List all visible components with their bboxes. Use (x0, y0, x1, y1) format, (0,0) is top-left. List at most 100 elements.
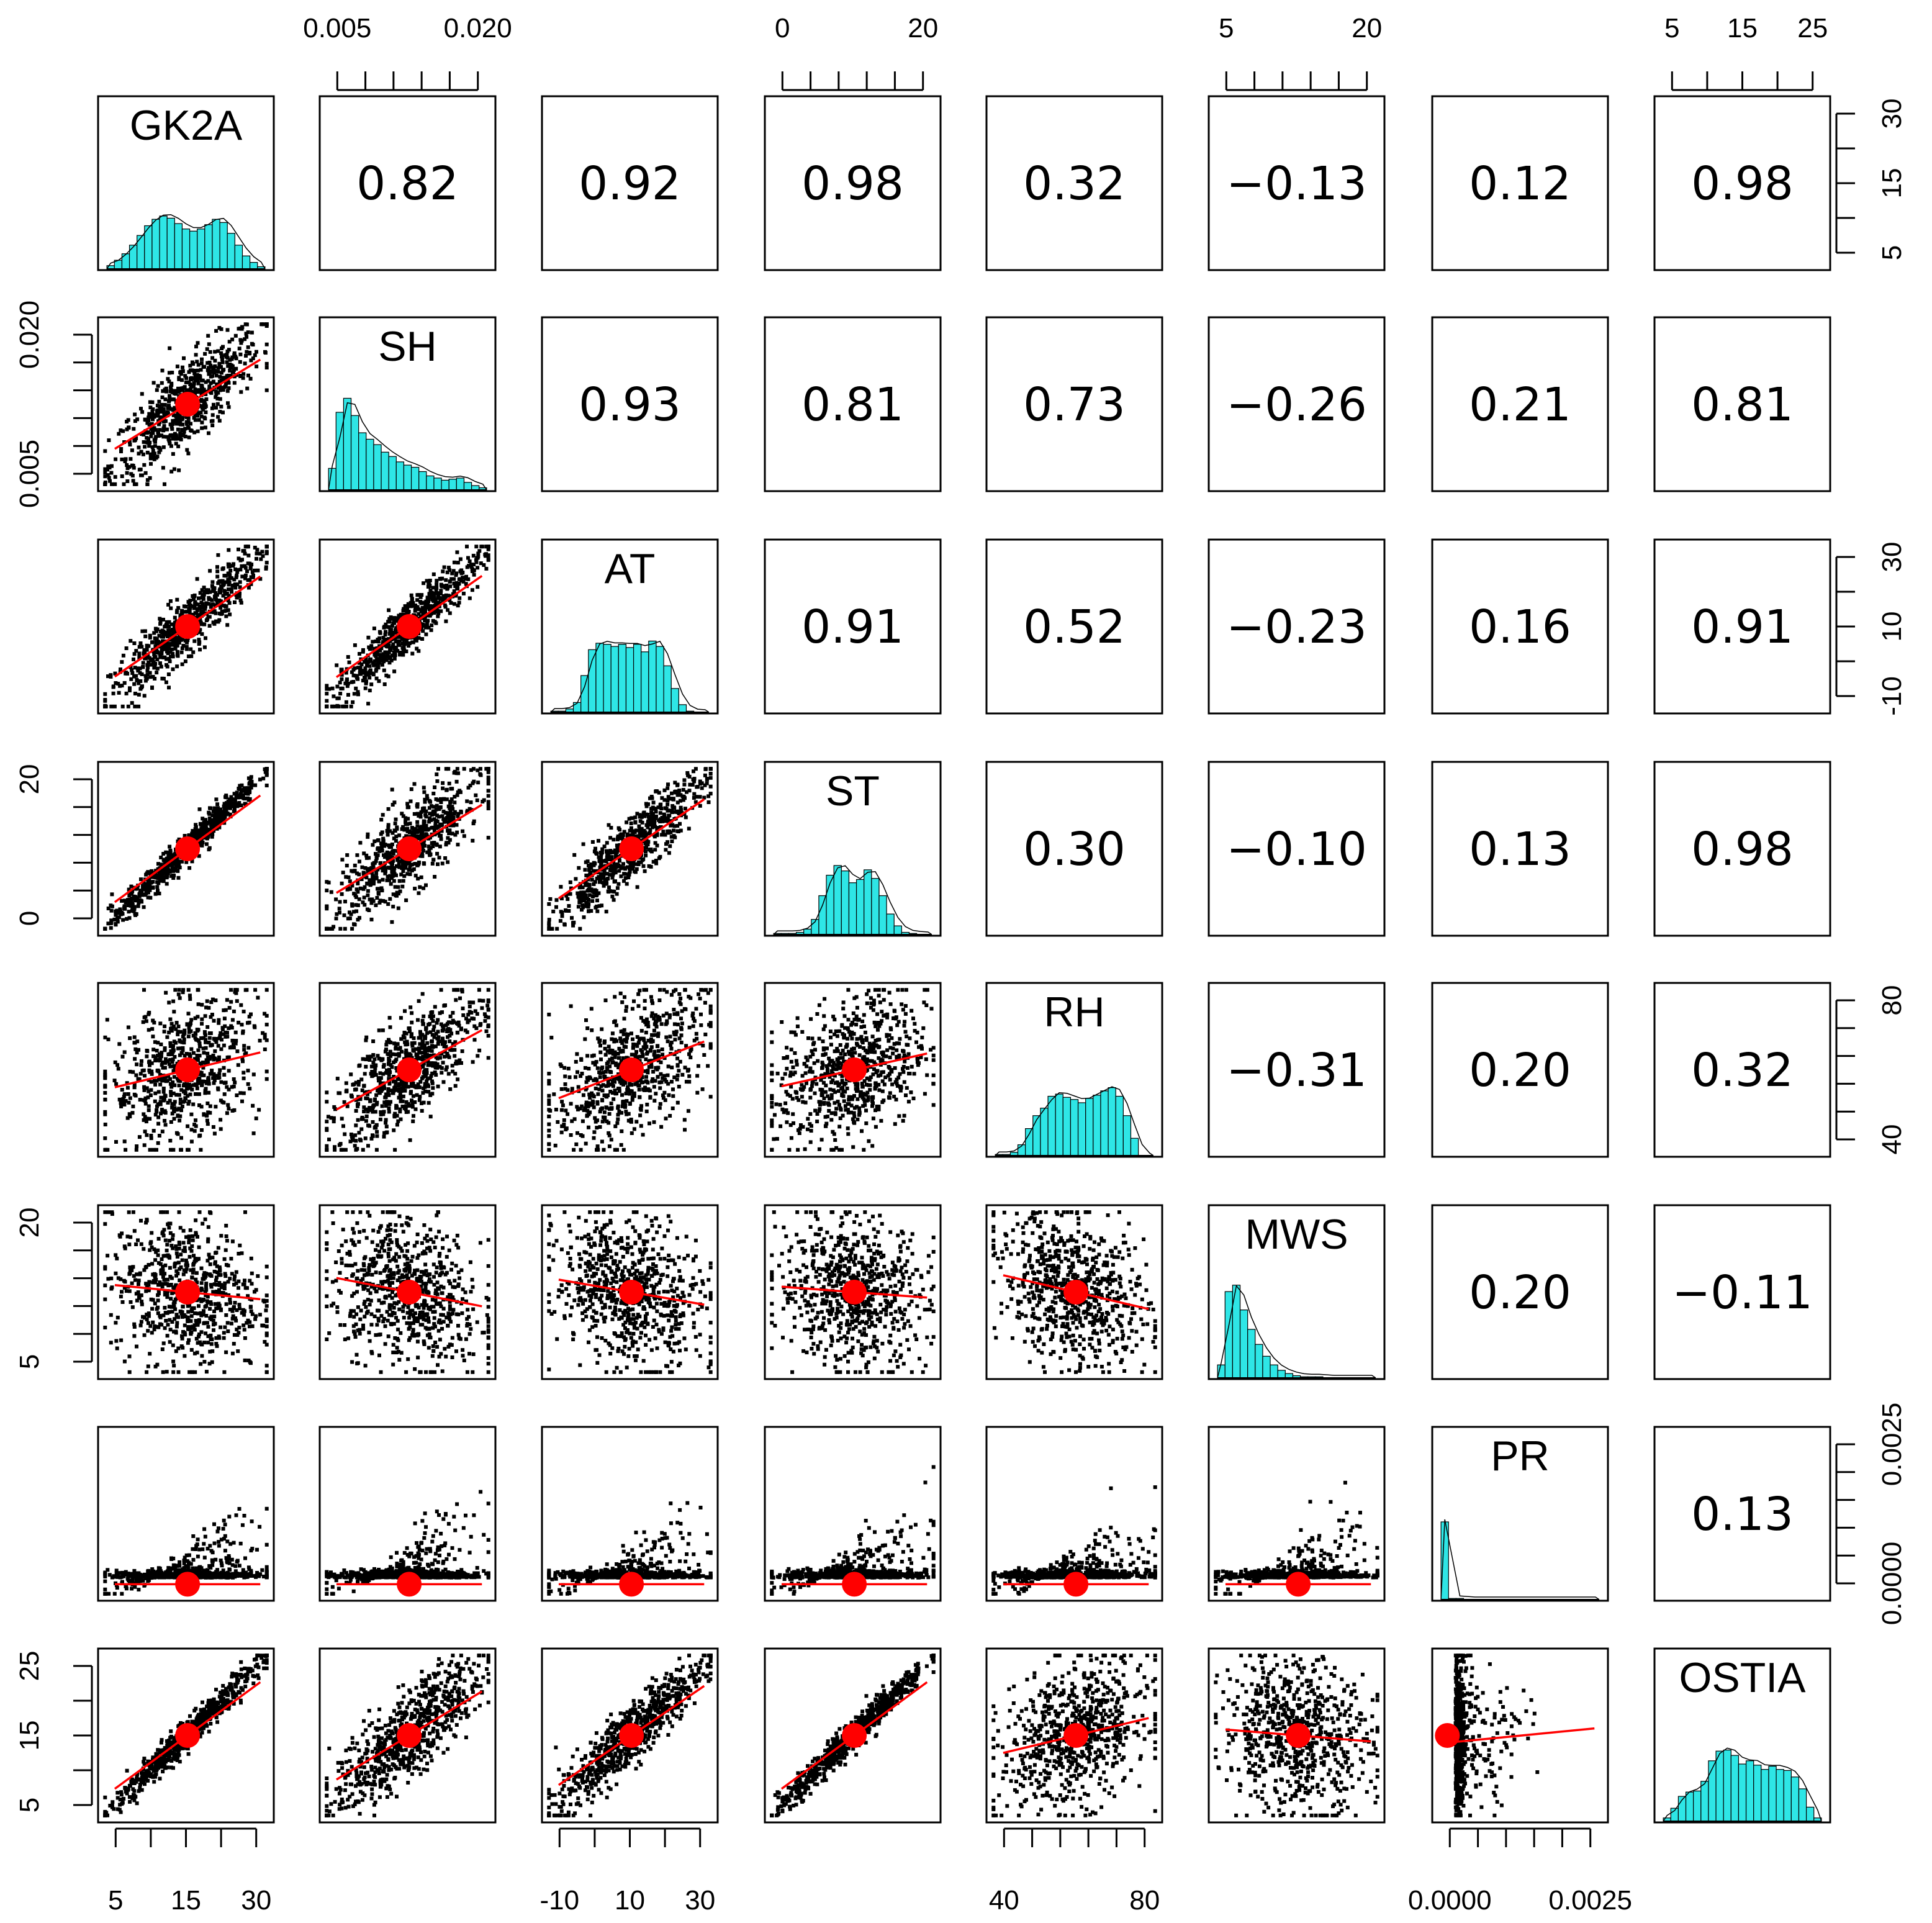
scatter-point (221, 410, 225, 415)
scatter-point (123, 459, 127, 463)
scatter-point (358, 886, 363, 890)
scatter-point (391, 642, 395, 646)
scatter-point (242, 1076, 246, 1080)
scatter-point (139, 407, 143, 411)
scatter-point (260, 550, 264, 554)
scatter-point (218, 590, 222, 595)
scatter-point (155, 455, 160, 459)
scatter-point (376, 666, 381, 670)
scatter-point (109, 903, 113, 908)
scatter-point (116, 682, 120, 686)
scatter-point (338, 900, 342, 904)
scatter-point (125, 471, 129, 475)
scatter-point (205, 590, 210, 595)
scatter-point (642, 810, 646, 815)
scatter-point (338, 692, 343, 695)
scatter-point (112, 704, 117, 708)
scatter-point (578, 926, 582, 931)
scatter-point (574, 877, 578, 881)
scatter-point (353, 863, 357, 867)
scatter-point (419, 875, 423, 879)
scatter-point (171, 999, 176, 1003)
panel-frame (97, 538, 275, 715)
scatter-point (566, 897, 570, 901)
scatter-point (214, 373, 219, 378)
scatter-point (327, 880, 331, 885)
scatter-point (446, 767, 451, 771)
scatter-point (161, 445, 166, 450)
scatter-point (327, 687, 332, 691)
scatter-point (242, 549, 246, 553)
scatter-point (376, 838, 380, 843)
scatter-point (255, 350, 258, 354)
scatter-point (338, 926, 343, 931)
scatter-point (175, 364, 179, 369)
scatter-point (421, 849, 425, 853)
scatter-point (580, 885, 585, 890)
scatter-point (194, 825, 198, 829)
scatter-point (128, 1036, 132, 1040)
scatter-point (178, 1097, 183, 1102)
scatter-point (476, 556, 480, 560)
scatter-point (148, 476, 152, 480)
scatter-point (363, 885, 367, 889)
scatter-point (144, 675, 148, 679)
scatter-point (160, 649, 164, 653)
scatter-point (161, 1087, 166, 1090)
scatter-point (344, 671, 348, 675)
scatter-point (409, 862, 413, 867)
histogram-bar (670, 688, 679, 713)
scatter-point (111, 691, 115, 695)
scatter-point (388, 897, 392, 901)
scatter-point (216, 415, 220, 419)
scatter-point (374, 855, 379, 859)
scatter-point (207, 342, 211, 346)
scatter-point (374, 658, 379, 663)
scatter-point (353, 643, 357, 648)
scatter-point (369, 882, 373, 887)
scatter-point (602, 875, 606, 879)
scatter-point (427, 625, 431, 630)
scatter-point (337, 907, 341, 911)
scatter-point (169, 444, 173, 448)
scatter-point (413, 609, 417, 613)
scatter-point (193, 412, 197, 417)
scatter-point (415, 598, 420, 602)
scatter-point (381, 640, 385, 644)
scatter-point (451, 569, 456, 573)
scatter-point (351, 700, 355, 704)
scatter-point (209, 374, 213, 379)
scatter-point (148, 405, 153, 410)
mean-marker (175, 392, 201, 417)
scatter-point (203, 1031, 207, 1035)
scatter-point (187, 380, 191, 384)
scatter-point (219, 605, 223, 610)
scatter-point (178, 635, 182, 639)
scatter-point (465, 799, 469, 803)
scatter-point (203, 351, 207, 356)
scatter-point (158, 407, 163, 411)
histogram-bar (358, 432, 367, 491)
scatter-point (227, 601, 232, 605)
scatter-point (384, 622, 388, 627)
scatter-point (372, 650, 377, 654)
histogram-bar (189, 230, 198, 269)
panel-frame (1431, 316, 1609, 492)
scatter-point (130, 892, 134, 896)
scatter-point (103, 471, 107, 475)
scatter-point (241, 1029, 245, 1033)
scatter-point (234, 356, 238, 361)
scatter-point (708, 772, 713, 776)
scatter-point (261, 776, 266, 781)
scatter-point (407, 644, 411, 648)
scatter-point (229, 1000, 233, 1004)
scatter-point (150, 445, 155, 450)
scatter-point (168, 633, 173, 637)
panel-sh-pr: 0.21 (1431, 316, 1609, 492)
scatter-point (425, 605, 429, 610)
scatter-point (163, 419, 168, 423)
scatter-point (149, 663, 153, 667)
scatter-point (179, 437, 183, 441)
scatter-point (400, 637, 404, 641)
scatter-point (139, 473, 143, 477)
